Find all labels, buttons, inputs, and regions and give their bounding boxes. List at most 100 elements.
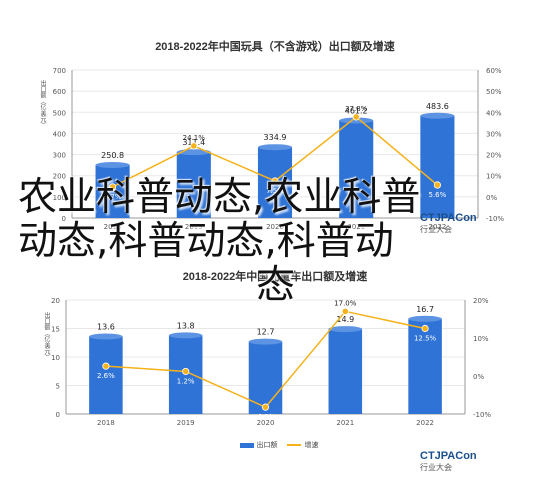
growth-label: 24.1% (183, 134, 206, 142)
chart-svg: 0 100 200 300 400 500 600 700 -10% 0% 10% 20% 30% 40%… (53, 67, 505, 231)
growth-point (433, 181, 441, 189)
x-tick-label: 2022 (428, 223, 446, 230)
overlay-line-2: 动态,科普动态,科普动 (18, 219, 394, 264)
x-tick-label: 2022 (416, 419, 434, 427)
bar-cap (328, 326, 363, 333)
chart-title: 2018-2022年中国玩具（不含游戏）出口额及增速 (155, 41, 395, 53)
right-tick-label: 20% (486, 152, 502, 160)
growth-point (109, 183, 117, 191)
x-tick-label: 2021 (347, 223, 365, 230)
growth-point (182, 367, 190, 376)
left-tick-label: 100 (53, 194, 66, 202)
legend: 出口额 增速 (0, 440, 550, 450)
left-tick-label: 300 (53, 152, 66, 160)
brand-logo-top: CTJPACon 行业大会 (420, 212, 477, 235)
x-tick-label: 2018 (104, 223, 122, 230)
growth-point (190, 142, 198, 150)
logo-main-text: CTJPACon (420, 450, 477, 462)
left-tick-label: 0 (56, 411, 60, 419)
growth-point (271, 177, 279, 185)
bar (89, 336, 123, 414)
right-tick-label: -10% (486, 215, 504, 223)
x-tick-label: 2020 (266, 223, 284, 230)
right-tick-label: 10% (473, 335, 489, 343)
growth-point (102, 362, 110, 370)
bar (95, 164, 130, 218)
left-tick-label: 0 (62, 215, 66, 223)
x-tick-label: 2019 (185, 223, 203, 230)
x-tick-label: 2018 (97, 419, 115, 427)
bar-cap (420, 112, 455, 119)
bar (176, 152, 211, 218)
bar-value-label: 13.6 (97, 322, 115, 331)
chart-svg: 0 5 10 15 20 -10% 0% 10% 20% 13.6 2018 13.8 2019 12.7… (51, 297, 491, 427)
left-tick-label: 700 (53, 67, 66, 75)
left-tick-label: 20 (51, 297, 60, 305)
bar-cap (248, 338, 283, 345)
y-axis-label: 出口额（亿美元） (43, 312, 49, 360)
right-tick-label: 0% (486, 194, 497, 202)
overlay-line-3: 态 (256, 263, 296, 308)
bar-cap (408, 315, 442, 322)
bar-value-label: 13.8 (177, 321, 195, 330)
right-tick-label: 40% (486, 109, 502, 117)
growth-label: 5.6% (429, 191, 447, 199)
growth-label: 12.5% (414, 335, 437, 343)
bar (339, 120, 374, 218)
bar (328, 329, 363, 414)
legend-line-label: 增速 (304, 442, 319, 449)
bar-cap (257, 144, 293, 151)
bar-cap (95, 161, 130, 168)
growth-label: 37.8% (345, 105, 368, 113)
bar-value-label: 14.9 (336, 315, 354, 324)
bar-value-label: 12.7 (257, 328, 275, 337)
growth-label: 1.2% (177, 377, 195, 385)
logo-main-text: CTJPACon (420, 212, 477, 224)
growth-point (341, 307, 349, 316)
legend-bar-label: 出口额 (256, 442, 278, 449)
legend-bar-swatch (239, 442, 254, 448)
logo-sub-text: 行业大会 (420, 463, 452, 472)
left-tick-label: 400 (53, 130, 66, 138)
left-tick-label: 500 (53, 109, 66, 117)
right-tick-label: 60% (486, 67, 502, 75)
growth-label: -8.2% (255, 413, 276, 421)
growth-label: 4.7% (104, 193, 122, 201)
left-tick-label: 200 (53, 173, 66, 181)
right-tick-label: -10% (473, 411, 491, 419)
left-tick-label: 10 (51, 354, 60, 362)
stroller-export-chart: 2018-2022年中国儿童车出口额及增速 出口额（亿美元） 0 5 10 15 20 -… (0, 262, 550, 486)
x-tick-label: 2019 (177, 419, 195, 427)
bar-value-label: 461.2 (345, 106, 368, 115)
growth-point (421, 324, 429, 333)
bar-value-label: 483.6 (426, 102, 449, 111)
bar (408, 318, 442, 414)
overlay-line-1: 农业科普动态,农业科普 (18, 175, 421, 220)
growth-point (352, 113, 360, 121)
bar-value-label: 250.8 (101, 151, 124, 160)
growth-label: 7.5% (266, 187, 284, 195)
toy-export-chart: 2018-2022年中国玩具（不含游戏）出口额及增速 出口额（亿美元） 0 100… (0, 0, 550, 231)
bar-value-label: 334.9 (264, 133, 287, 142)
right-tick-label: 20% (473, 297, 489, 305)
left-tick-label: 600 (53, 88, 66, 96)
right-tick-label: 0% (473, 373, 484, 381)
x-tick-label: 2020 (257, 419, 275, 427)
bar-cap (168, 332, 203, 339)
left-tick-label: 15 (51, 326, 60, 334)
logo-sub-text: 行业大会 (420, 225, 452, 234)
growth-label: 17.0% (334, 299, 357, 307)
right-tick-label: 10% (486, 173, 502, 181)
growth-point (261, 403, 270, 411)
brand-logo: CTJPACon 行业大会 (420, 450, 477, 473)
bar (248, 341, 283, 414)
right-tick-label: 50% (486, 88, 502, 96)
y-axis-label: 出口额（亿美元） (39, 80, 45, 128)
bar (420, 115, 455, 218)
overlay-text: 农业科普动态,农业科普 动态,科普动态,科普动 态 (18, 176, 538, 308)
bar-value-label: 16.7 (416, 305, 434, 314)
growth-label: 2.6% (97, 372, 115, 380)
legend-line-swatch (287, 444, 302, 447)
x-tick-label: 2021 (336, 419, 354, 427)
bar-cap (89, 333, 123, 340)
